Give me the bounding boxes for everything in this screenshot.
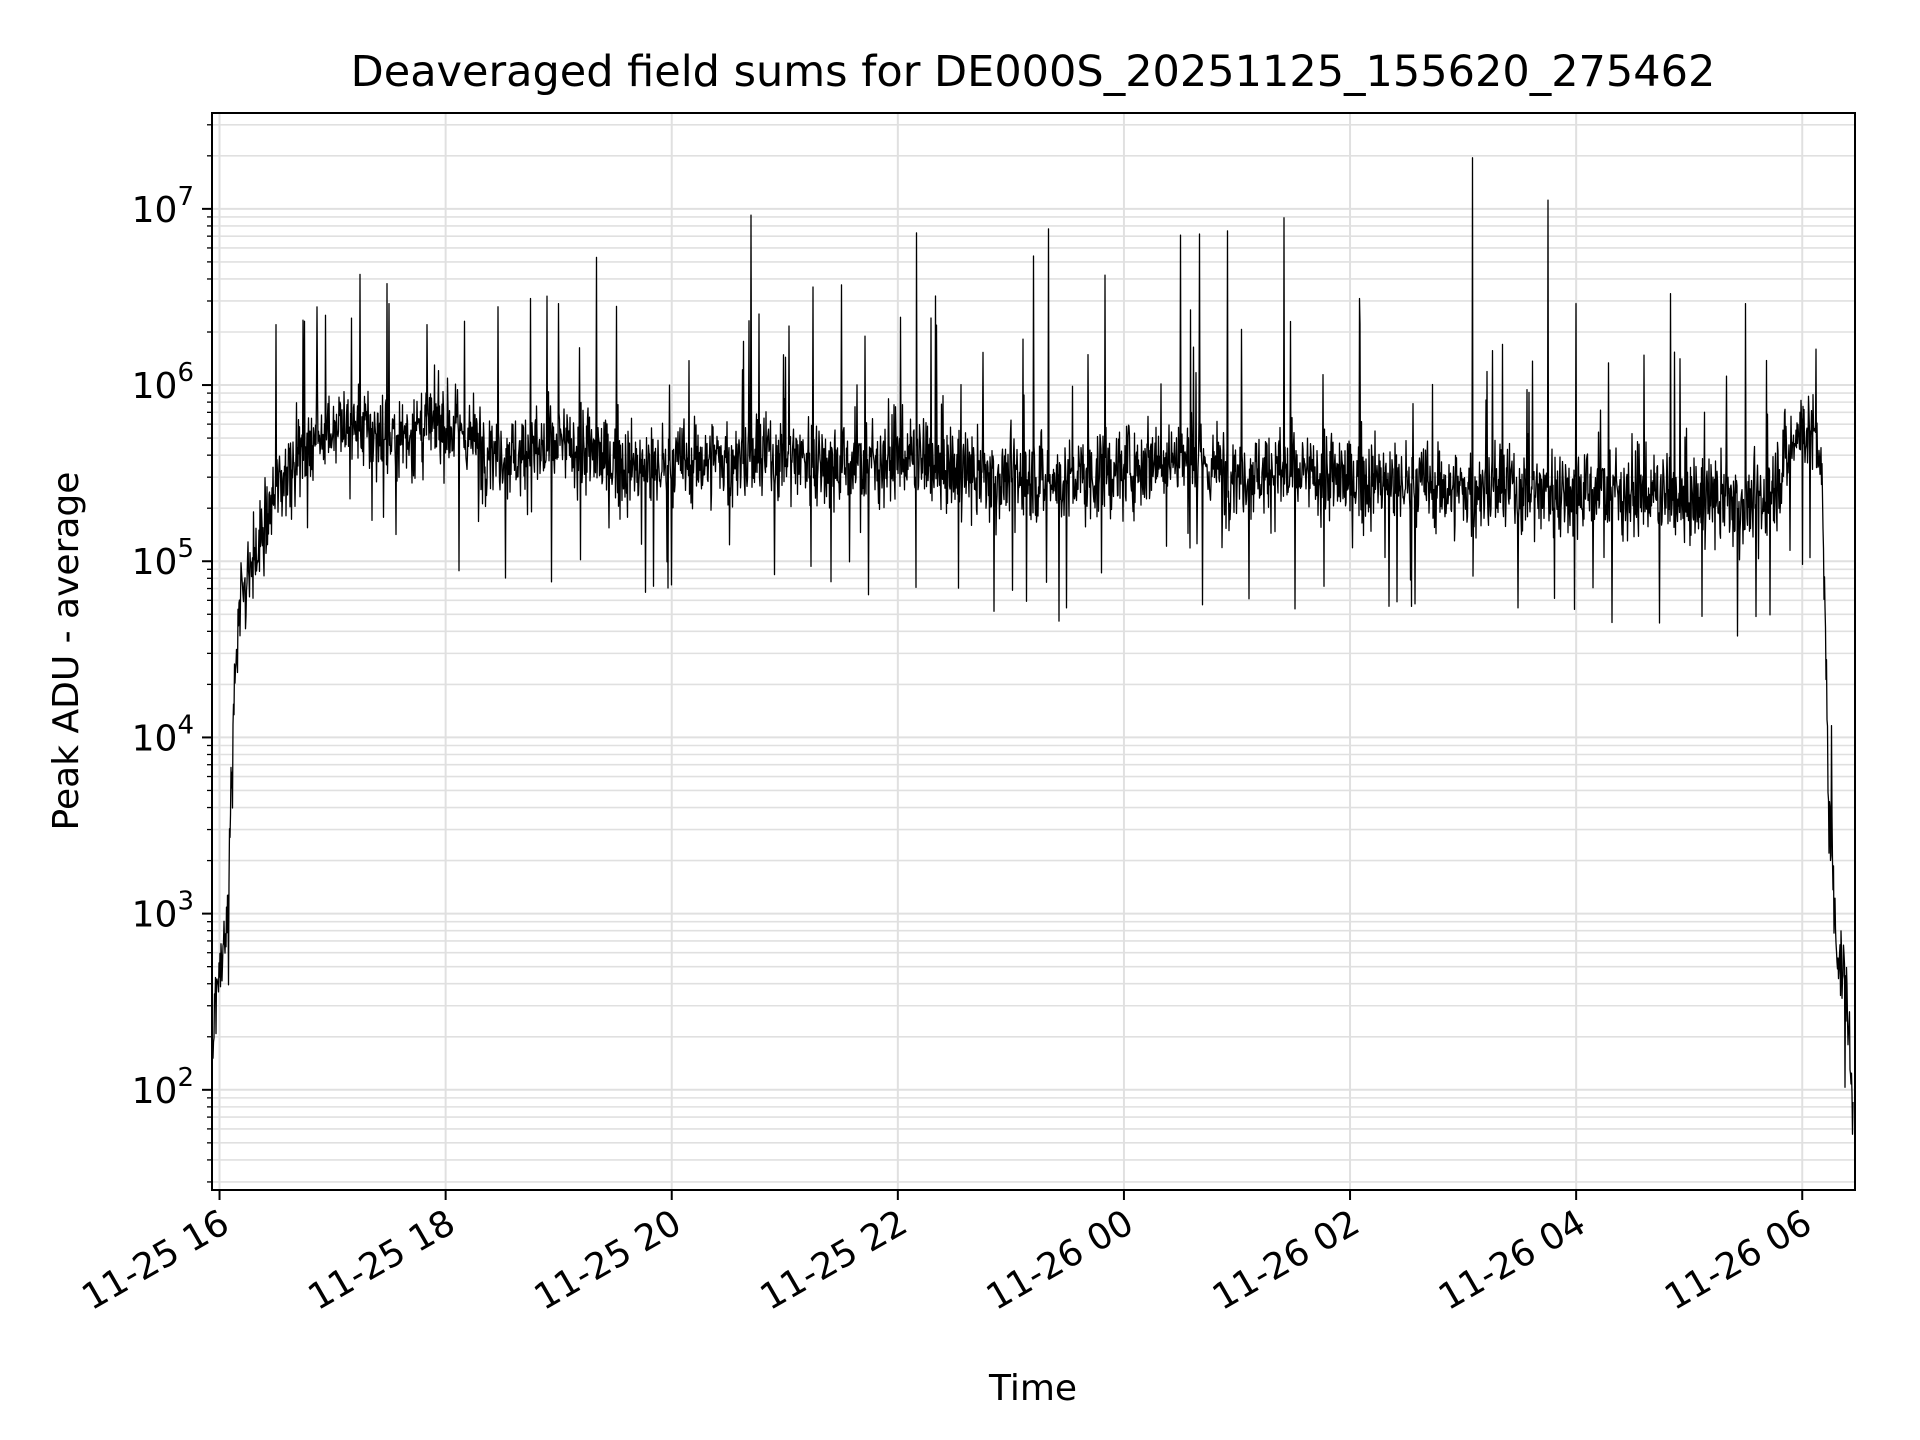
y-tick-exponent: 4 (177, 710, 194, 740)
y-tick-base: 10 (132, 542, 178, 583)
y-tick-label: 102 (132, 1063, 194, 1112)
y-tick-label: 104 (132, 710, 194, 759)
y-tick-exponent: 2 (177, 1063, 194, 1093)
y-tick-base: 10 (132, 190, 178, 231)
y-tick-exponent: 5 (177, 534, 194, 564)
y-tick-base: 10 (132, 1071, 178, 1112)
x-axis-label: Time (988, 1368, 1077, 1409)
y-tick-base: 10 (132, 718, 178, 759)
y-tick-label: 103 (132, 887, 194, 936)
y-tick-base: 10 (132, 895, 178, 936)
y-tick-label: 107 (132, 182, 194, 231)
chart-title: Deaveraged field sums for DE000S_2025112… (351, 47, 1716, 97)
y-tick-label: 105 (132, 534, 194, 583)
plot-area (211, 157, 1854, 1135)
series-line (211, 157, 1854, 1135)
grid (212, 113, 1855, 1190)
y-tick-base: 10 (132, 366, 178, 407)
y-tick-label: 106 (132, 358, 194, 407)
y-tick-exponent: 7 (177, 182, 194, 212)
y-axis-label: Peak ADU - average (46, 472, 87, 831)
y-tick-exponent: 6 (177, 358, 194, 388)
y-tick-exponent: 3 (177, 887, 194, 917)
axes-frame (211, 112, 1856, 1191)
